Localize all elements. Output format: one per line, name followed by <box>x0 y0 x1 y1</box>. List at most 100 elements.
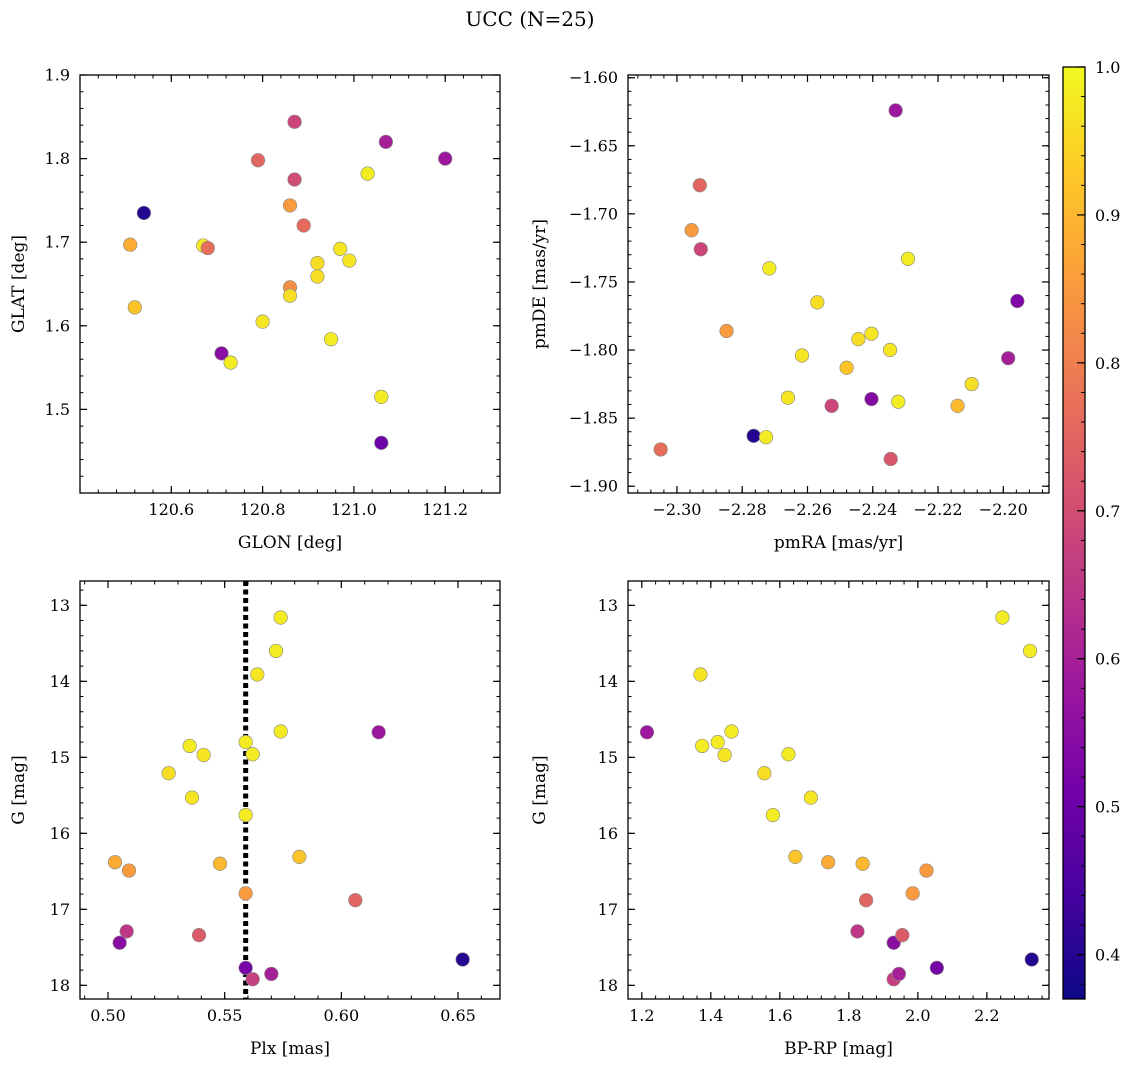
data-point <box>119 924 134 939</box>
y-tick-label: 14 <box>598 672 618 691</box>
colorbar-tick-label: 0.4 <box>1095 946 1120 965</box>
data-point <box>1010 293 1025 309</box>
y-tick-label: −1.65 <box>569 136 618 155</box>
x-tick-label: 120.8 <box>240 500 286 519</box>
y-tick-label: −1.80 <box>569 341 618 360</box>
data-point <box>191 928 207 943</box>
data-point <box>245 747 260 762</box>
y-axis-label: G [mag] <box>530 755 550 824</box>
data-point <box>245 972 260 987</box>
x-tick-label: 0.65 <box>440 1006 476 1025</box>
data-point <box>781 747 796 762</box>
data-point <box>264 966 279 982</box>
data-point <box>653 442 668 457</box>
data-point <box>724 724 739 739</box>
data-point <box>810 295 825 310</box>
plot-area <box>80 581 500 999</box>
data-point <box>292 849 307 864</box>
data-point <box>788 849 803 864</box>
y-tick-label: 16 <box>598 824 618 843</box>
data-point <box>310 269 325 284</box>
y-tick-label: 16 <box>50 824 70 843</box>
data-point <box>1022 643 1038 659</box>
data-point <box>374 389 389 404</box>
data-point <box>378 134 393 149</box>
data-point <box>758 430 774 445</box>
y-tick-label: 17 <box>598 900 618 919</box>
x-tick-label: −2.26 <box>783 500 832 519</box>
data-point <box>212 856 228 871</box>
x-axis-label: GLON [deg] <box>238 533 342 553</box>
x-tick-label: 2.0 <box>905 1006 930 1025</box>
colorbar-tick-label: 1.0 <box>1095 58 1120 77</box>
data-point <box>121 863 137 878</box>
data-point <box>693 667 708 682</box>
data-point <box>888 103 903 118</box>
data-point <box>882 342 898 358</box>
colorbar-frame <box>1062 66 1086 1000</box>
y-tick-label: 13 <box>50 596 70 615</box>
x-tick-label: 1.2 <box>629 1006 654 1025</box>
x-tick-label: 120.6 <box>148 500 194 519</box>
data-point <box>455 952 470 967</box>
data-point <box>964 376 979 392</box>
data-point <box>1024 952 1039 967</box>
data-point <box>282 288 298 303</box>
data-points <box>653 103 1025 467</box>
data-point <box>821 855 836 870</box>
data-point <box>710 735 725 750</box>
x-tick-label: 0.50 <box>90 1006 126 1025</box>
data-point <box>864 326 879 341</box>
y-tick-label: −1.60 <box>569 68 618 87</box>
data-point <box>268 643 284 659</box>
data-point <box>824 398 839 413</box>
data-point <box>200 240 215 256</box>
major-ticks <box>80 74 500 493</box>
data-point <box>803 790 818 805</box>
axes-frame <box>627 580 1050 1000</box>
y-tick-label: 13 <box>598 596 618 615</box>
data-point <box>765 807 781 823</box>
colorbar-tick-label: 0.9 <box>1095 206 1120 225</box>
data-points <box>123 114 453 450</box>
major-ticks <box>628 75 1049 493</box>
y-tick-label: 1.7 <box>45 233 70 252</box>
x-tick-label: 1.6 <box>767 1006 792 1025</box>
data-point <box>883 451 898 467</box>
x-tick-label: 0.55 <box>207 1006 243 1025</box>
data-point <box>238 886 253 901</box>
data-point <box>692 178 707 193</box>
x-tick-label: −2.22 <box>914 500 963 519</box>
data-point <box>757 766 772 781</box>
y-tick-label: 15 <box>598 748 618 767</box>
y-tick-label: 1.6 <box>45 316 70 335</box>
y-tick-label: 1.9 <box>45 66 70 85</box>
data-point <box>360 166 375 181</box>
data-point <box>250 667 265 682</box>
x-tick-label: 1.4 <box>698 1006 723 1025</box>
x-tick-label: 121.2 <box>422 500 468 519</box>
data-point <box>273 610 288 625</box>
data-point <box>112 935 127 950</box>
data-point <box>323 332 339 347</box>
data-point <box>905 886 920 901</box>
data-point <box>855 856 870 871</box>
data-point <box>287 172 302 187</box>
x-tick-label: 1.8 <box>836 1006 861 1025</box>
x-tick-label: −2.28 <box>718 500 767 519</box>
data-point <box>333 241 348 256</box>
y-tick-label: −1.70 <box>569 204 618 223</box>
y-axis-label: pmDE [mas/yr] <box>530 219 550 349</box>
axes-frame <box>79 74 501 494</box>
data-point <box>374 435 389 450</box>
y-tick-label: 18 <box>598 976 618 995</box>
major-ticks <box>80 581 500 999</box>
x-tick-label: −2.24 <box>848 500 897 519</box>
data-point <box>719 323 734 339</box>
panel-pmra-pmde: −2.30 −2.28 −2.26 −2.24 −2.22 −2.20 −1.90 −1.85… <box>530 68 1050 553</box>
colorbar-tick-label: 0.8 <box>1095 354 1120 373</box>
data-point <box>850 924 865 939</box>
colorbar-tick-label: 0.5 <box>1095 798 1120 817</box>
y-tick-label: −1.75 <box>569 272 618 291</box>
data-point <box>182 738 197 754</box>
